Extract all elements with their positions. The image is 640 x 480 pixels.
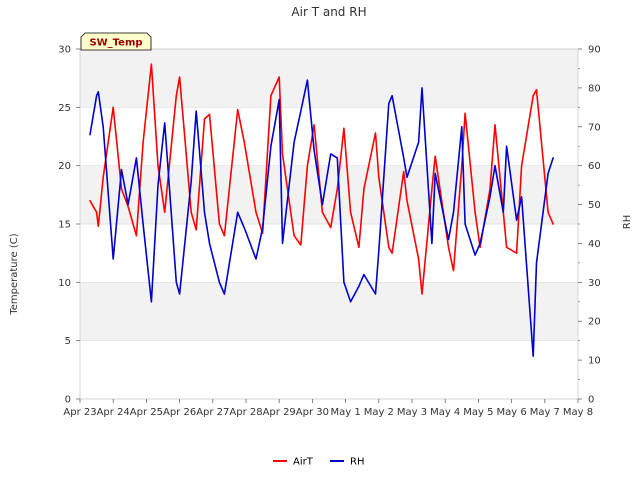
right-tick-label: 80 [588,83,601,94]
x-tick-label: Apr 23 [63,407,96,418]
x-tick-label: Apr 24 [97,407,130,418]
x-tick-label: May 2 [364,407,394,418]
left-tick-label: 30 [58,45,71,56]
legend-label-rh: RH [350,457,364,468]
x-tick-label: May 3 [397,407,427,418]
right-tick-label: 90 [588,45,601,56]
right-tick-label: 30 [588,278,601,289]
x-tick-label: Apr 28 [229,407,262,418]
background-band [80,165,578,224]
x-tick-label: Apr 26 [163,407,196,418]
series-layer [89,63,554,358]
legend-label-airt: AirT [293,457,314,468]
x-tick-label: May 5 [463,407,493,418]
x-tick-label: May 8 [563,407,593,418]
right-axis-title: RH [622,215,633,229]
right-tick-label: 40 [588,239,601,250]
left-tick-label: 20 [58,161,71,172]
x-tick-label: May 7 [530,407,560,418]
right-tick-label: 50 [588,200,601,211]
x-tick-label: Apr 25 [130,407,163,418]
left-tick-label: 10 [58,278,71,289]
left-tick-label: 25 [58,103,71,114]
series-line-rh [89,79,554,358]
right-tick-label: 60 [588,161,601,172]
x-tick-label: May 6 [496,407,526,418]
background-band [80,49,578,108]
right-tick-label: 0 [588,395,594,406]
annotation-background [80,32,152,51]
background-band [80,282,578,341]
left-y-axis: 0 5 10 15 20 25 30 [58,45,80,406]
right-tick-label: 20 [588,317,601,328]
left-tick-label: 15 [58,220,71,231]
series-line-airt [89,63,554,295]
left-tick-label: 5 [65,336,71,347]
x-tick-label: Apr 27 [196,407,229,418]
right-tick-label: 10 [588,356,601,367]
x-tick-label: Apr 30 [296,407,329,418]
background-bands [80,49,578,341]
x-tick-label: May 4 [430,407,460,418]
x-axis: Apr 23 Apr 24 Apr 25 Apr 26 Apr 27 Apr 28 Apr … [63,399,593,418]
right-y-axis: 0 10 20 30 40 50 60 70 80 90 [578,45,601,406]
left-tick-label: 0 [65,395,71,406]
right-tick-label: 70 [588,122,601,133]
x-tick-label: Apr 29 [263,407,296,418]
legend: AirT RH [273,457,364,468]
x-tick-label: May 1 [330,407,360,418]
annotation-label: SW_Temp [89,38,142,49]
chart-title: Air T and RH [291,5,366,19]
left-axis-title: Temperature (C) [9,233,20,315]
annotation-box: SW_Temp [80,32,152,51]
